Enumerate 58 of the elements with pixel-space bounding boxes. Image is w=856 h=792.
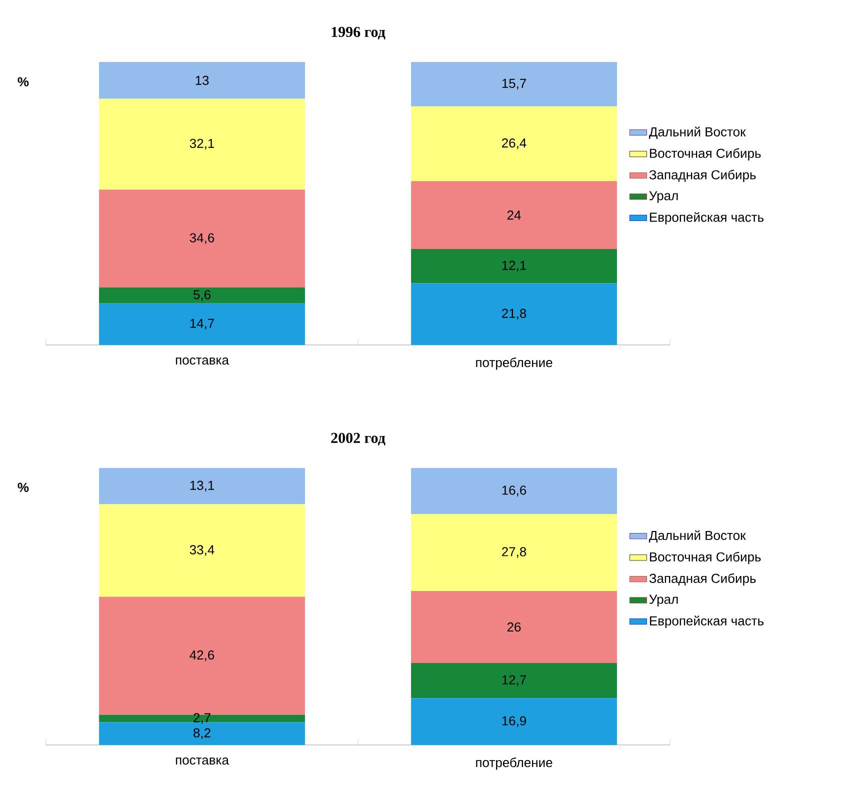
data-label: 24 xyxy=(507,210,521,220)
bar xyxy=(411,249,617,284)
bar xyxy=(99,98,305,190)
data-label: 2,7 xyxy=(194,713,210,724)
bar xyxy=(411,514,617,591)
data-label: 16,9 xyxy=(502,716,526,727)
data-label: 34,6 xyxy=(190,233,214,244)
data-label: 5,6 xyxy=(193,290,210,301)
data-label: 13,1 xyxy=(190,480,214,492)
data-label: 26,4 xyxy=(502,138,526,150)
data-label: 8,2 xyxy=(194,728,210,739)
data-label: 21,8 xyxy=(502,308,526,320)
bar xyxy=(411,698,617,745)
bar xyxy=(99,288,305,304)
legend-label: Дальний Восток xyxy=(649,126,746,139)
legend-label: Восточная Сибирь xyxy=(650,552,761,564)
bar xyxy=(411,106,617,182)
bar xyxy=(99,722,305,745)
bar xyxy=(99,468,305,504)
legend-label: Западная Сибирь xyxy=(649,170,756,182)
bar xyxy=(99,596,305,715)
bar xyxy=(411,283,617,345)
legend-label: Европейская часть xyxy=(650,616,764,628)
x-tick-label: потребление xyxy=(476,758,552,770)
data-label: 12,7 xyxy=(502,675,526,686)
legend-label: Европейская часть xyxy=(650,212,764,224)
bar xyxy=(411,181,617,250)
chart-title: 2002 год xyxy=(331,432,386,446)
legend-label: Восточная Сибирь xyxy=(650,148,761,160)
data-label: 15,7 xyxy=(502,78,526,90)
x-tick-label: поставка xyxy=(176,358,229,365)
data-label: 42,6 xyxy=(190,650,214,662)
bar xyxy=(99,303,305,345)
y-axis-title: % xyxy=(18,482,29,492)
bar xyxy=(411,62,617,106)
x-tick-label: поставка xyxy=(176,758,229,765)
chart-title: 1996 год xyxy=(332,26,386,40)
data-label: 14,7 xyxy=(190,318,214,330)
legend-label: Урал xyxy=(649,594,678,606)
bar xyxy=(411,662,617,698)
x-tick-label: потребление xyxy=(476,358,552,370)
bar xyxy=(99,714,305,722)
data-label: 16,6 xyxy=(502,486,526,496)
data-label: 26 xyxy=(507,622,521,632)
bar xyxy=(411,590,617,663)
legend-label: Западная Сибирь xyxy=(649,573,756,586)
data-label: 13 xyxy=(196,76,209,85)
bar xyxy=(99,504,305,597)
bar xyxy=(99,190,305,288)
data-label: 33,4 xyxy=(190,545,214,556)
data-label: 27,8 xyxy=(502,547,526,558)
data-label: 12,1 xyxy=(502,260,526,272)
y-axis-title: % xyxy=(18,77,29,86)
data-label: 32,1 xyxy=(190,138,214,150)
bar xyxy=(411,468,617,514)
legend-label: Дальний Восток xyxy=(649,530,746,543)
legend-label: Урал xyxy=(649,191,678,203)
bar xyxy=(99,62,305,99)
